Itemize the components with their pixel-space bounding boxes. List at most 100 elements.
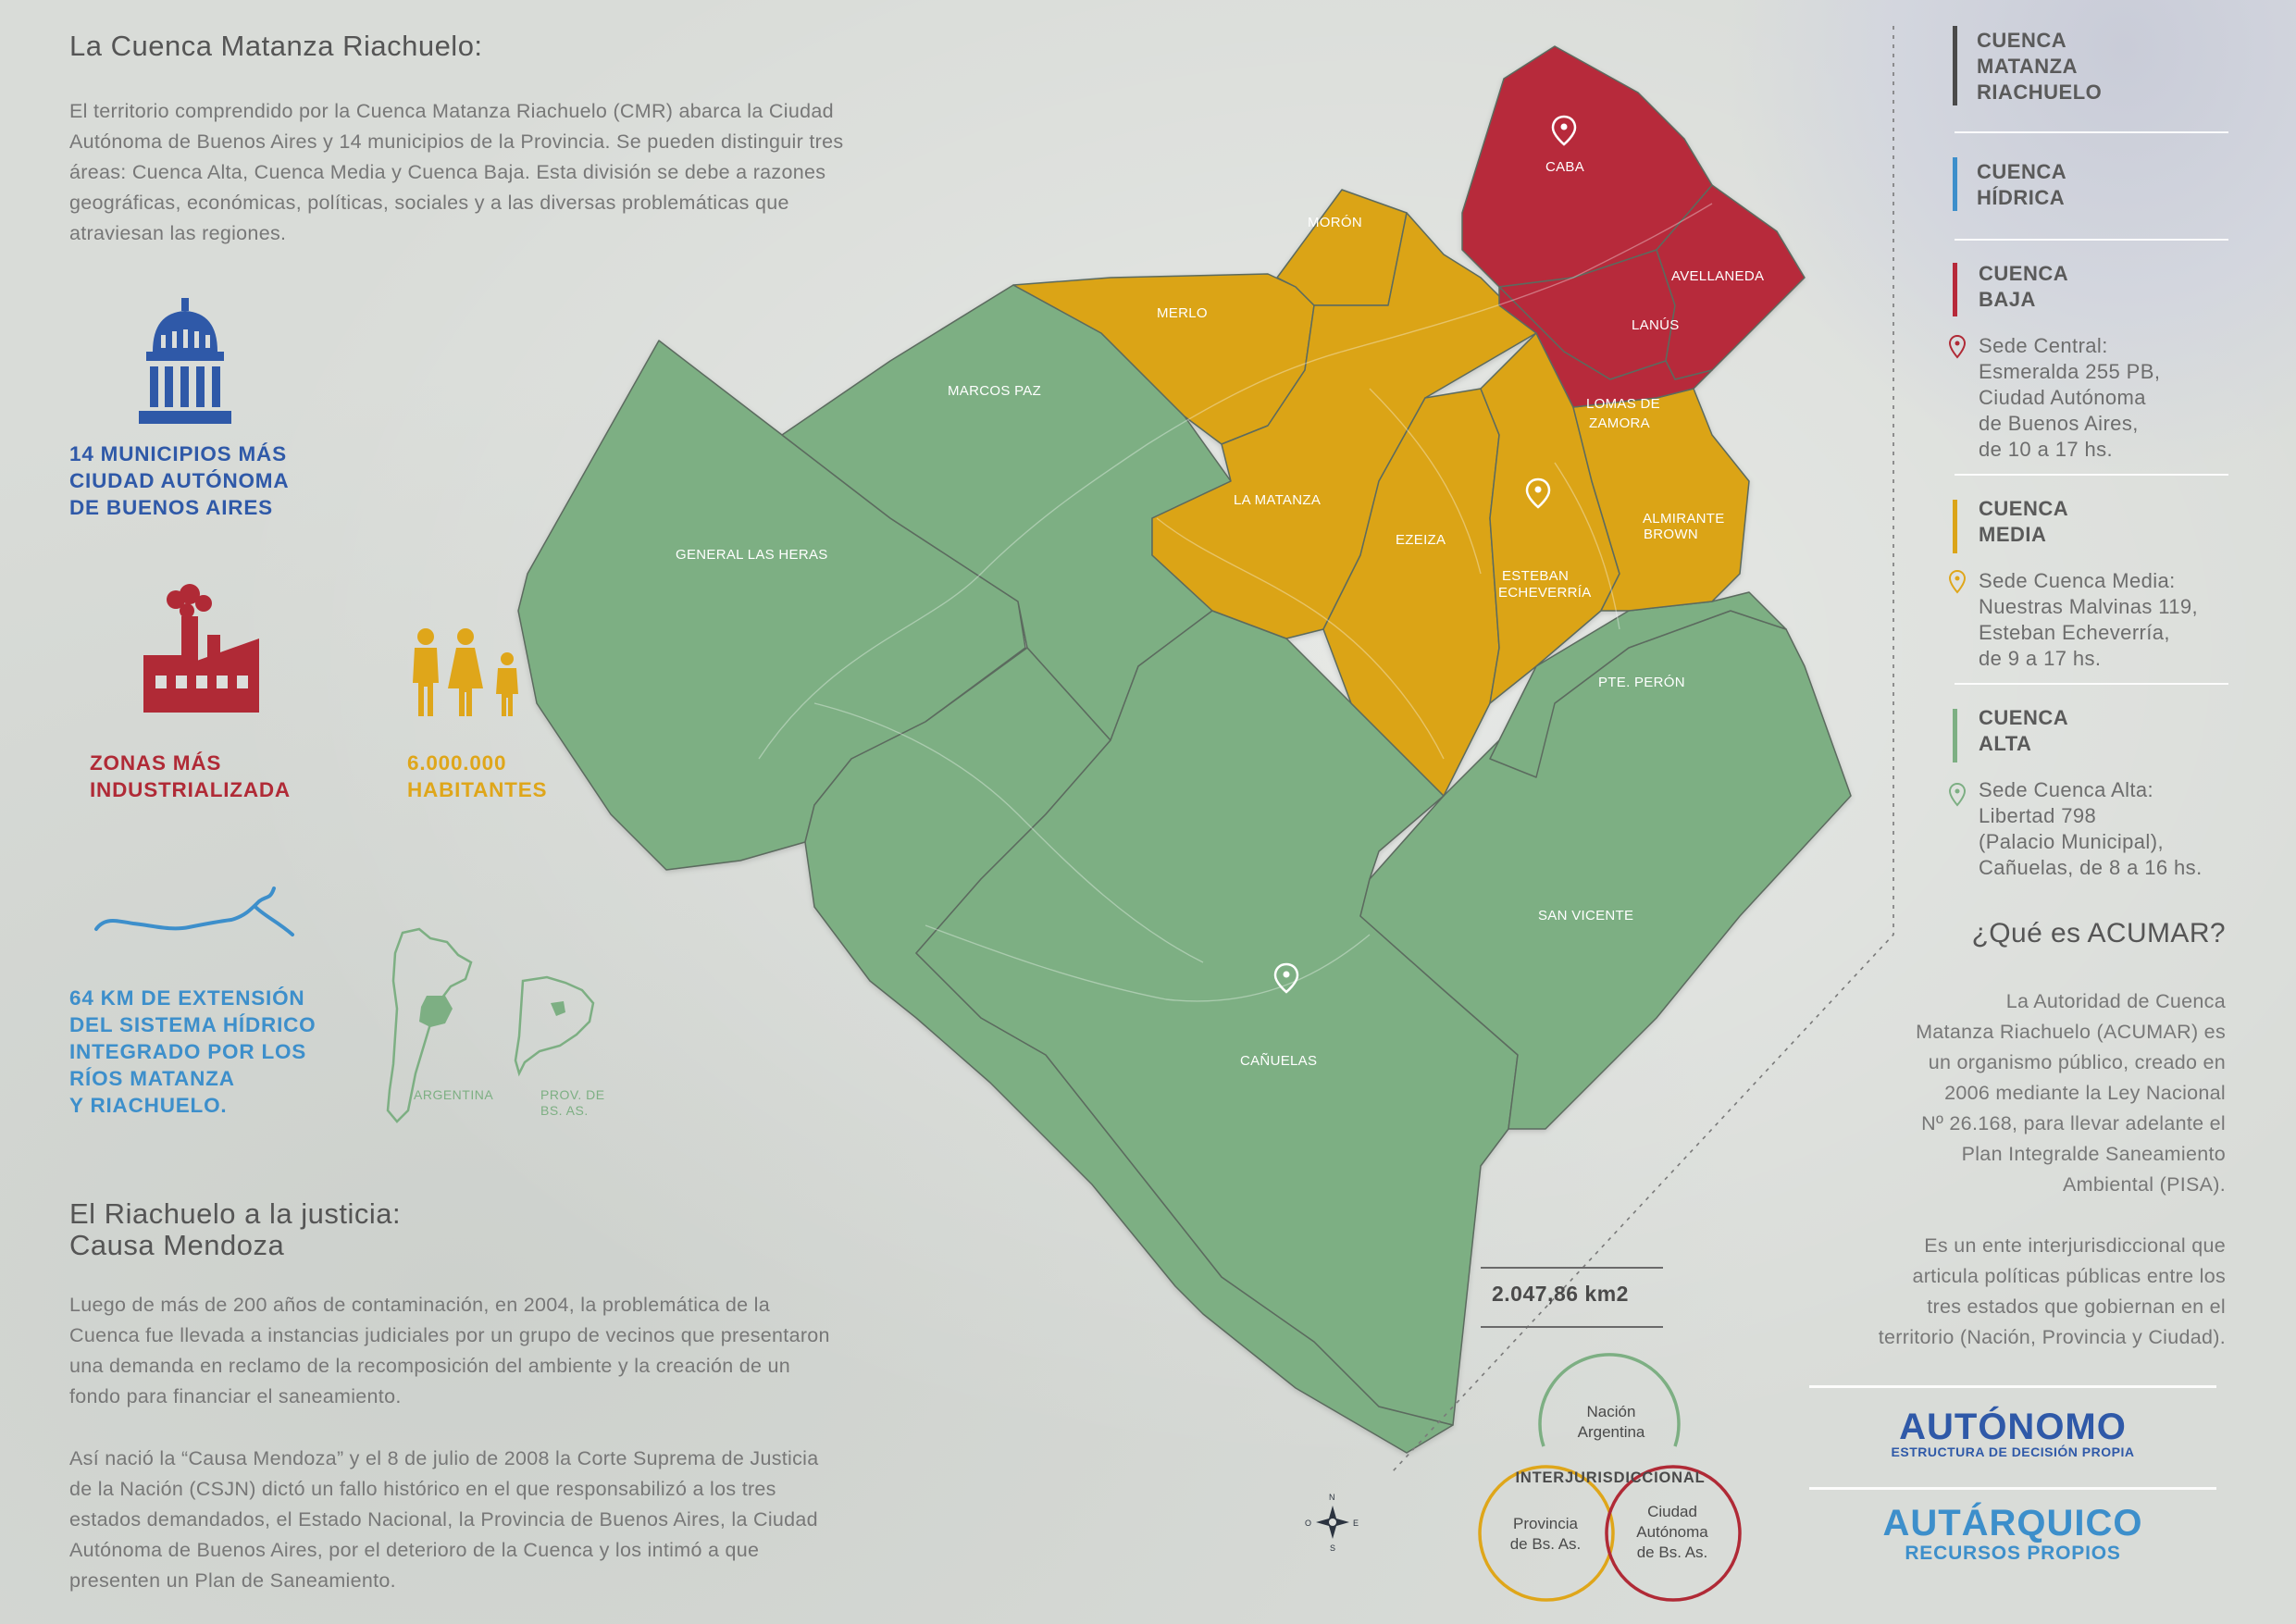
acumar-paragraph-2: Es un ente interjurisdiccional que artic… [1758,1231,2226,1353]
stat-line: DE BUENOS AIRES [69,496,273,519]
label-lomas-1: LOMAS DE [1586,396,1660,412]
legend-line: BAJA [1979,288,2036,311]
legend-cmr-title: CUENCA MATANZA RIACHUELO [1977,28,2102,105]
justicia-line: presenten un Plan de Saneamiento. [69,1569,396,1592]
acumar-line: un organismo público, creado en [1928,1051,2226,1073]
legend-line: de 9 a 17 hs. [1979,647,2102,670]
stat-line: HABITANTES [407,778,548,801]
autonomo-block: AUTÓNOMO ESTRUCTURA DE DECISIÓN PROPIA [1809,1407,2216,1459]
legend-line: de Buenos Aires, [1979,412,2139,435]
venn-nacion-circle [1538,1353,1681,1447]
venn-provincia-line: de Bs. As. [1509,1535,1582,1553]
intro-line: El territorio comprendido por la Cuenca … [69,100,834,122]
area-value: 2.047,86 km2 [1492,1282,1629,1306]
legend-baja-bar [1953,263,1957,316]
legend-line: (Palacio Municipal), [1979,830,2164,853]
legend-separator [1955,474,2228,476]
autarquico-block: AUTÁRQUICO RECURSOS PROPIOS [1809,1503,2216,1565]
acumar-line: articula políticas públicas entre los [1912,1265,2226,1287]
stat-line: DEL SISTEMA HÍDRICO [69,1013,316,1036]
pin-esteban-icon [1525,477,1551,509]
pin-media-icon [1949,570,1966,594]
legend-line: CUENCA [1979,497,2069,520]
label-ezeiza: EZEIZA [1396,532,1446,548]
justicia-line: Cuenca fue llevada a instancias judicial… [69,1324,830,1346]
region-san-vicente [1359,610,1852,1130]
venn-ciudad-line: Autónoma [1636,1523,1708,1541]
compass-icon: N E S O [1305,1493,1359,1553]
legend-line: MEDIA [1979,523,2047,546]
stat-municipios: 14 MUNICIPIOS MÁS CIUDAD AUTÓNOMA DE BUE… [69,440,289,521]
intro-line: geográficas, económicas, políticas, soci… [69,192,789,214]
provincia-label-line: BS. AS. [540,1103,589,1118]
region-avellaneda [1656,184,1806,380]
acumar-line: Ambiental (PISA). [2063,1173,2226,1196]
stat-line: CIUDAD AUTÓNOMA [69,469,290,492]
venn-provincia-line: Provincia [1513,1515,1578,1532]
venn-provincia-label: Provincia de Bs. As. [1499,1514,1592,1555]
justicia-line: Autónoma de Buenos Aires, por el deterio… [69,1539,760,1561]
argentina-label: ARGENTINA [414,1087,494,1102]
justicia-title-line: El Riachuelo a la justicia: [69,1197,402,1230]
autonomo-separator [1809,1487,2216,1490]
legend-line: Esteban Echeverría, [1979,621,2170,644]
acumar-line: Nº 26.168, para llevar adelante el [1921,1112,2226,1134]
legend-separator [1955,683,2228,685]
stat-line: INTEGRADO POR LOS [69,1040,307,1063]
label-avellaneda: AVELLANEDA [1671,268,1764,284]
legend-line: de 10 a 17 hs. [1979,438,2114,461]
pin-caba-icon [1551,115,1577,146]
legend-line: Nuestras Malvinas 119, [1979,595,2199,618]
label-canuelas: CAÑUELAS [1240,1053,1317,1069]
region-lomas-de-zamora [1498,286,1713,408]
stat-line: RÍOS MATANZA [69,1067,235,1090]
river-plate-water [1722,0,2296,481]
stat-km: 64 KM DE EXTENSIÓN DEL SISTEMA HÍDRICO I… [69,985,316,1119]
compass-s: S [1330,1543,1335,1553]
legend-baja-title: CUENCA BAJA [1979,261,2068,313]
label-moron: MORÓN [1308,215,1362,230]
stat-line: 64 KM DE EXTENSIÓN [69,986,305,1010]
justicia-line: Luego de más de 200 años de contaminació… [69,1294,770,1316]
venn-ciudad-circle [1605,1465,1742,1602]
argentina-map-icon [386,927,595,1123]
legend-line: Ciudad Autónoma [1979,386,2146,409]
justicia-line: estados demandados, el Estado Nacional, … [69,1508,818,1531]
justicia-line: una demanda en reclamo de la recomposici… [69,1355,791,1377]
legend-line: Cañuelas, de 8 a 16 hs. [1979,856,2203,879]
legend-alta-title: CUENCA ALTA [1979,705,2068,757]
legend-media-title: CUENCA MEDIA [1979,496,2068,548]
legend-line: ALTA [1979,732,2032,755]
pin-baja-icon [1949,335,1966,359]
acumar-title: ¿Qué es ACUMAR? [1971,918,2226,948]
stat-line: ZONAS MÁS [90,751,222,775]
provincia-label: PROV. DE BS. AS. [540,1087,605,1119]
autonomo-title: AUTÓNOMO [1899,1407,2127,1447]
justicia-title: El Riachuelo a la justicia: Causa Mendoz… [69,1198,401,1261]
pin-canuelas-icon [1273,962,1299,994]
compass-e: E [1353,1519,1359,1528]
intro-line: Autónoma de Buenos Aires y 14 municipios… [69,130,844,153]
legend-media-bar [1953,500,1957,553]
legend-line: Sede Cuenca Media: [1979,569,2176,592]
region-moron [1276,189,1408,306]
intro-title: La Cuenca Matanza Riachuelo: [69,30,483,62]
stat-line: INDUSTRIALIZADA [90,778,291,801]
capitol-icon [139,298,231,424]
venn-ciudad-line: Ciudad [1647,1503,1697,1520]
acumar-line: La Autoridad de Cuenca [2005,990,2226,1012]
provincia-label-line: PROV. DE [540,1087,605,1102]
legend-baja-sede: Sede Central: Esmeralda 255 PB, Ciudad A… [1979,333,2160,463]
legend-hidrica-title: CUENCA HÍDRICA [1977,159,2066,211]
label-esteban-1: ESTEBAN [1502,568,1569,584]
dashed-divider [1392,26,1894,1472]
acumar-line: Plan Integralde Saneamiento [1961,1143,2226,1165]
autarquico-title: AUTÁRQUICO [1882,1503,2143,1543]
label-lomas-2: ZAMORA [1589,415,1650,431]
legend-line: CUENCA [1977,160,2067,183]
stat-line: 6.000.000 [407,751,507,775]
label-esteban-2: ECHEVERRÍA [1498,585,1592,601]
river-icon [94,886,294,936]
legend-line: HÍDRICA [1977,186,2066,209]
